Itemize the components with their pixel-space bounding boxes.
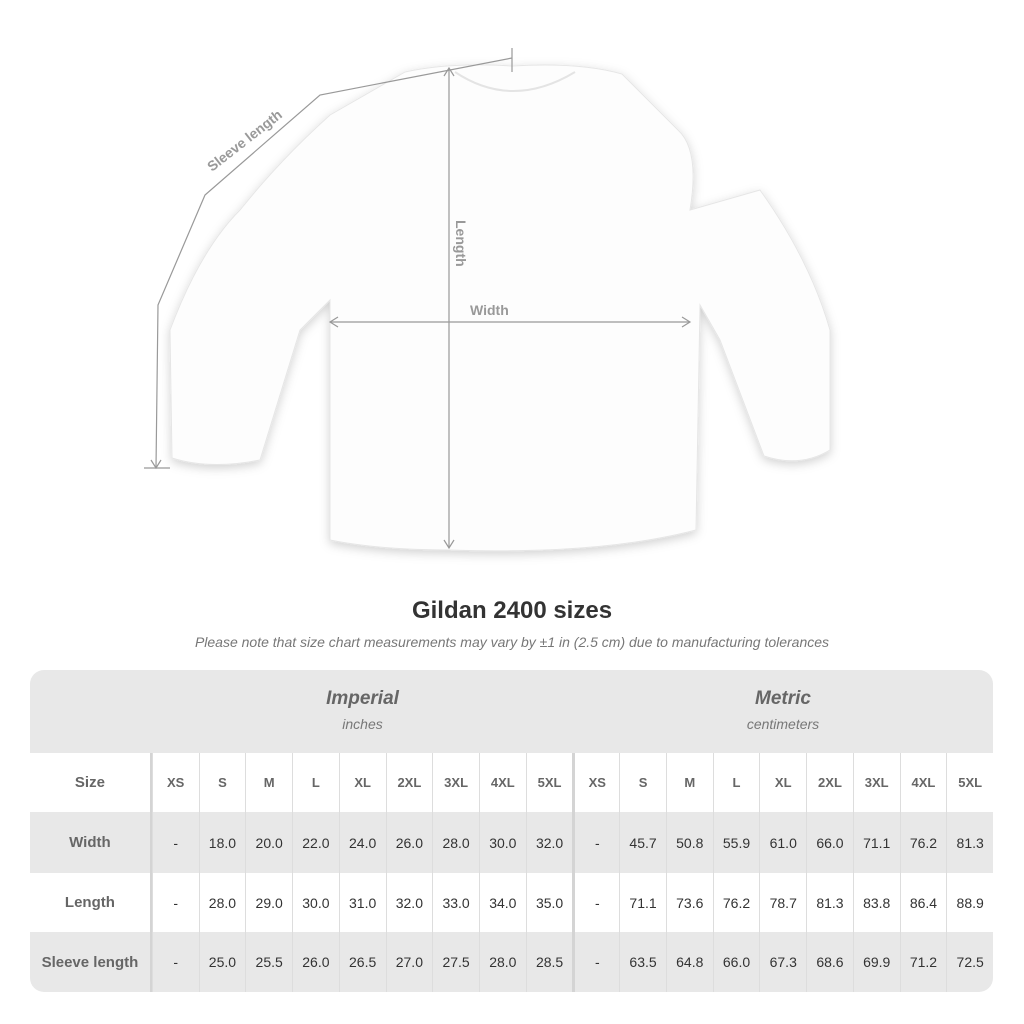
table-cell: 81.3	[946, 812, 993, 873]
table-cell: -	[151, 873, 199, 932]
table-cell: 18.0	[198, 812, 246, 873]
table-cell: 30.0	[478, 812, 526, 873]
table-cell: XL	[338, 753, 386, 812]
table-cell: 76.2	[712, 873, 760, 932]
table-cell: L	[292, 753, 339, 812]
table-cell: 86.4	[899, 873, 947, 932]
size-table: Imperial inches Metric centimeters Size XS S…	[30, 670, 993, 992]
table-cell: S	[619, 753, 666, 812]
table-cell: -	[151, 812, 199, 873]
table-cell: 28.5	[525, 932, 573, 992]
table-cell: 2XL	[806, 753, 853, 812]
table-cell: 4XL	[478, 753, 526, 812]
table-cell: 5XL	[525, 753, 573, 812]
table-row: Length -28.0 29.0 30.0 31.0 32.0 33.0 34.0 35.0-…	[30, 873, 993, 932]
table-cell: 27.5	[432, 932, 479, 992]
row-label: Length	[30, 873, 152, 932]
metric-unit: centimeters	[746, 716, 820, 732]
system-header: Imperial inches Metric centimeters	[30, 670, 993, 753]
table-cell: 63.5	[619, 932, 666, 992]
table-cell: XL	[759, 753, 806, 812]
table-cell: 71.1	[852, 812, 900, 873]
table-cell: 28.0	[432, 812, 479, 873]
imperial-title: Imperial	[326, 688, 399, 709]
table-cell: 68.6	[806, 932, 853, 992]
table-cell: 30.0	[292, 873, 339, 932]
table-cell: XS	[572, 753, 619, 812]
table-cell: -	[572, 932, 619, 992]
metric-header: Metric centimeters	[573, 688, 993, 732]
chart-title: Gildan 2400 sizes	[411, 597, 613, 624]
table-cell: 32.0	[385, 873, 433, 932]
table-cell: L	[712, 753, 760, 812]
table-cell: 32.0	[525, 812, 573, 873]
table-cell: 28.0	[478, 932, 526, 992]
table-cell: 26.5	[338, 932, 386, 992]
table-cell: 55.9	[712, 812, 760, 873]
table-cell: 34.0	[478, 873, 526, 932]
table-cell: 3XL	[432, 753, 479, 812]
table-cell: 88.9	[946, 873, 993, 932]
table-cell: 81.3	[806, 873, 853, 932]
table-cell: 71.2	[899, 932, 947, 992]
table-cell: 50.8	[665, 812, 713, 873]
table-cell: M	[245, 753, 292, 812]
table-cell: 35.0	[525, 873, 573, 932]
imperial-unit: inches	[342, 716, 383, 732]
tolerance-note: Please note that size chart measurements…	[194, 634, 830, 650]
table-cell: 31.0	[338, 873, 386, 932]
tshirt-shape	[169, 64, 831, 552]
table-cell: 33.0	[432, 873, 479, 932]
table-cell: 20.0	[245, 812, 292, 873]
table-cell: 66.0	[806, 812, 853, 873]
row-label: Width	[30, 812, 152, 873]
tshirt-diagram: Sleeve length Length Width	[144, 48, 831, 552]
table-cell: 29.0	[245, 873, 292, 932]
table-cell: 71.1	[619, 873, 666, 932]
table-cell: 69.9	[852, 932, 900, 992]
table-row: Sleeve length -25.0 25.5 26.0 26.5 27.0 27.5 28…	[30, 932, 993, 992]
sleeve-length-label: Sleeve length	[204, 106, 285, 174]
table-cell: 73.6	[665, 873, 713, 932]
table-cell: 66.0	[712, 932, 760, 992]
table-cell: 67.3	[759, 932, 806, 992]
metric-title: Metric	[755, 688, 811, 709]
table-cell: -	[572, 812, 619, 873]
table-cell: 22.0	[292, 812, 339, 873]
table-cell: -	[151, 932, 199, 992]
table-cell: 72.5	[946, 932, 993, 992]
table-cell: 28.0	[198, 873, 246, 932]
table-cell: 5XL	[946, 753, 993, 812]
width-label: Width	[470, 302, 509, 318]
table-cell: 4XL	[899, 753, 947, 812]
table-cell: S	[198, 753, 246, 812]
table-cell: 61.0	[759, 812, 806, 873]
length-label: Length	[453, 220, 469, 267]
table-cell: 26.0	[292, 932, 339, 992]
table-cell: 45.7	[619, 812, 666, 873]
table-cell: 24.0	[338, 812, 386, 873]
table-cell: 3XL	[852, 753, 900, 812]
table-cell: 25.5	[245, 932, 292, 992]
table-cell: 25.0	[198, 932, 246, 992]
row-label: Size	[30, 753, 152, 812]
table-cell: 64.8	[665, 932, 713, 992]
imperial-header: Imperial inches	[152, 688, 573, 732]
table-cell: -	[572, 873, 619, 932]
size-header-row: Size XS S M L XL 2XL 3XL 4XL 5XL XS S M L XL 2XL 3XL 4XL 5…	[30, 753, 993, 812]
table-cell: 83.8	[852, 873, 900, 932]
table-cell: M	[665, 753, 713, 812]
table-row: Width -18.0 20.0 22.0 24.0 26.0 28.0 30.0 32.0-4…	[30, 812, 993, 873]
table-cell: 78.7	[759, 873, 806, 932]
table-cell: 2XL	[385, 753, 433, 812]
table-cell: 26.0	[385, 812, 433, 873]
table-cell: 76.2	[899, 812, 947, 873]
row-label: Sleeve length	[30, 932, 152, 992]
table-cell: 27.0	[385, 932, 433, 992]
table-cell: XS	[151, 753, 199, 812]
